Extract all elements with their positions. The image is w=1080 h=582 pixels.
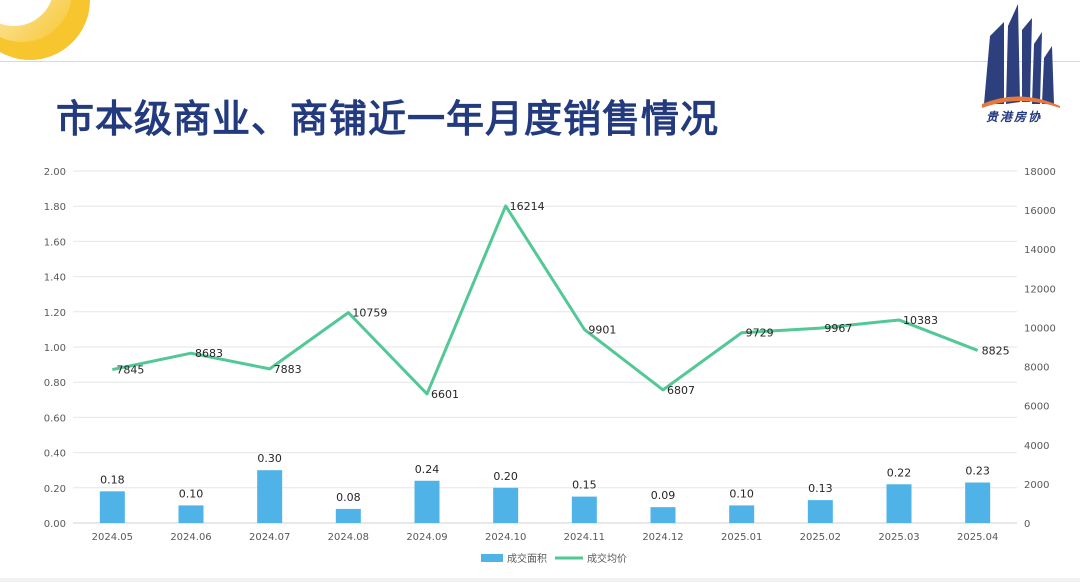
bar-data-label: 0.18 (100, 473, 125, 486)
bar-data-label: 0.30 (257, 452, 282, 465)
x-tick-label: 2024.09 (406, 532, 447, 543)
x-tick-label: 2024.11 (564, 532, 605, 543)
x-tick-label: 2024.06 (170, 532, 211, 543)
line-data-label: 10759 (352, 307, 387, 320)
bar (807, 500, 833, 523)
y-left-tick-label: 1.40 (44, 273, 66, 284)
bar (99, 491, 125, 523)
bar (965, 482, 991, 523)
line-data-label: 9901 (588, 323, 616, 336)
bar-data-label: 0.08 (336, 491, 361, 504)
bar-data-label: 0.15 (572, 479, 597, 492)
bar (414, 480, 440, 523)
y-right-tick-label: 8000 (1024, 363, 1049, 374)
line-data-label: 9967 (824, 322, 852, 335)
y-right-tick-label: 2000 (1024, 480, 1049, 491)
y-left-tick-label: 2.00 (44, 167, 66, 178)
x-tick-label: 2024.05 (92, 532, 133, 543)
y-left-tick-label: 0.80 (44, 378, 66, 389)
page-title: 市本级商业、商铺近一年月度销售情况 (56, 97, 720, 141)
bar-data-label: 0.20 (493, 470, 518, 483)
bar-data-label: 0.10 (179, 487, 204, 500)
bar-data-label: 0.22 (887, 466, 912, 479)
y-right-tick-label: 0 (1024, 519, 1030, 530)
bar (571, 496, 597, 523)
y-left-tick-label: 1.00 (44, 343, 66, 354)
y-right-tick-label: 4000 (1024, 441, 1049, 452)
decorative-circle (0, 0, 90, 60)
line-data-label: 6601 (431, 388, 459, 401)
bar (257, 470, 283, 523)
bar (178, 505, 204, 523)
x-tick-label: 2024.12 (642, 532, 683, 543)
x-tick-label: 2025.03 (878, 532, 919, 543)
line-data-label: 7845 (116, 364, 144, 377)
y-left-tick-label: 0.00 (44, 519, 66, 530)
bar-data-label: 0.10 (729, 487, 754, 500)
x-tick-label: 2025.01 (721, 532, 762, 543)
legend-swatch-bar (481, 554, 503, 562)
x-tick-label: 2025.04 (957, 532, 998, 543)
bar-data-label: 0.23 (965, 465, 990, 478)
bar (650, 507, 676, 523)
y-right-tick-label: 6000 (1024, 402, 1049, 413)
line-data-label: 6807 (667, 384, 695, 397)
line-series (112, 204, 979, 396)
line-data-label: 8683 (195, 347, 223, 360)
line-data-label: 9729 (746, 327, 774, 340)
bar (886, 484, 912, 523)
y-right-tick-label: 18000 (1024, 167, 1056, 178)
combo-chart: 0.00 0.20 0.40 0.60 0.80 1.00 1.20 1.40 1.60 1.80… (44, 167, 1056, 565)
y-right-tick-label: 10000 (1024, 323, 1056, 334)
line-data-label: 10383 (903, 314, 938, 327)
logo-icon (982, 4, 1060, 108)
y-right-tick-label: 12000 (1024, 284, 1056, 295)
x-tick-label: 2024.10 (485, 532, 526, 543)
line-data-label: 8825 (982, 344, 1010, 357)
bar (335, 508, 361, 523)
bar-data-label: 0.24 (415, 463, 440, 476)
y-left-tick-label: 0.60 (44, 413, 66, 424)
x-tick-label: 2024.08 (328, 532, 369, 543)
y-left-tick-label: 1.80 (44, 202, 66, 213)
y-left-tick-label: 0.20 (44, 484, 66, 495)
y-right-tick-label: 16000 (1024, 206, 1056, 217)
logo-text: 贵港房协 (986, 110, 1043, 124)
y-left-tick-label: 1.60 (44, 237, 66, 248)
y-right-tick-label: 14000 (1024, 245, 1056, 256)
legend-label-bar: 成交面积 (507, 552, 547, 565)
bar-data-label: 0.13 (808, 482, 833, 495)
y-left-tick-label: 0.40 (44, 449, 66, 460)
x-tick-label: 2025.02 (800, 532, 841, 543)
x-tick-label: 2024.07 (249, 532, 290, 543)
bar (493, 487, 519, 523)
bottom-divider (0, 578, 1080, 582)
line-data-label: 16214 (510, 200, 545, 213)
bar-data-label: 0.09 (651, 489, 676, 502)
bar (729, 505, 755, 523)
line-data-label: 7883 (274, 363, 302, 376)
legend-label-line: 成交均价 (587, 552, 627, 565)
y-left-tick-label: 1.20 (44, 308, 66, 319)
header-divider (0, 61, 1080, 62)
